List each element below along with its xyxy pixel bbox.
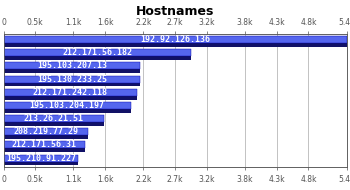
Bar [4,76,140,83]
Text: 212.171.242.118: 212.171.242.118 [33,88,108,97]
Bar [4,56,191,60]
Text: 195.103.204.197: 195.103.204.197 [29,101,105,110]
Bar [4,115,104,122]
Bar [4,154,78,162]
Bar [4,69,140,73]
Text: 195.103.207.13: 195.103.207.13 [37,61,107,70]
Bar [4,109,131,113]
Bar [4,135,88,139]
Bar [4,96,137,100]
Text: 195.130.233.25: 195.130.233.25 [37,74,107,84]
Text: 208.219.77.29: 208.219.77.29 [13,127,78,136]
Title: Hostnames: Hostnames [136,5,214,17]
Text: 212.171.56.31: 212.171.56.31 [12,140,77,149]
Bar [4,141,85,148]
Bar [4,102,131,109]
Bar [4,49,191,56]
Bar [4,148,85,152]
Bar [4,128,88,135]
Text: 192.92.126.136: 192.92.126.136 [140,35,210,44]
Text: 213.26.21.51: 213.26.21.51 [24,114,84,123]
Bar [4,83,140,86]
Text: 212.171.56.182: 212.171.56.182 [62,48,132,57]
Bar [4,89,137,96]
Bar [4,62,140,69]
Bar [4,43,346,47]
Text: 195.210.91.227: 195.210.91.227 [6,154,76,163]
Bar [4,36,346,43]
Bar [4,122,104,126]
Bar [4,162,78,165]
